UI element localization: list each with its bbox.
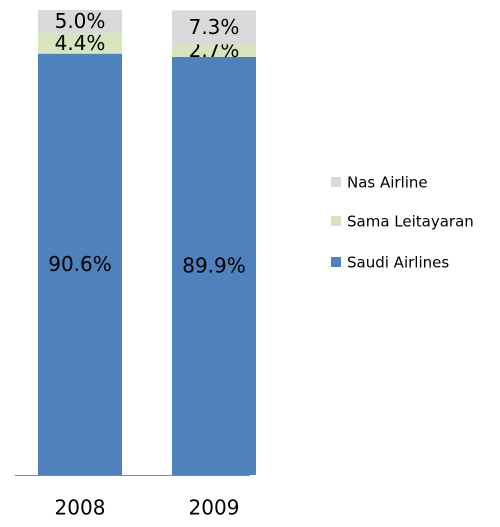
x-tick-label: 2009: [189, 496, 240, 520]
bar-segment: [38, 33, 122, 54]
bar-segment: [172, 56, 256, 476]
bar-segment: [38, 53, 122, 476]
x-tick-label: 2008: [55, 496, 106, 520]
bar-segment: [172, 44, 256, 57]
legend-swatch: [331, 216, 341, 226]
legend-label: Saudi Airlines: [347, 254, 449, 272]
legend-label: Nas Airline: [347, 174, 428, 192]
legend-swatch: [331, 177, 341, 187]
data-label: 90.6%: [48, 252, 112, 276]
data-label: 7.3%: [189, 15, 240, 39]
bar-segment: [38, 10, 122, 34]
data-label: 4.4%: [55, 31, 106, 55]
bar-segment: [172, 10, 256, 45]
data-label: 5.0%: [55, 9, 106, 33]
data-label: 89.9%: [182, 253, 246, 277]
legend-label: Sama Leitayaran: [347, 213, 474, 231]
legend-swatch: [331, 257, 341, 267]
